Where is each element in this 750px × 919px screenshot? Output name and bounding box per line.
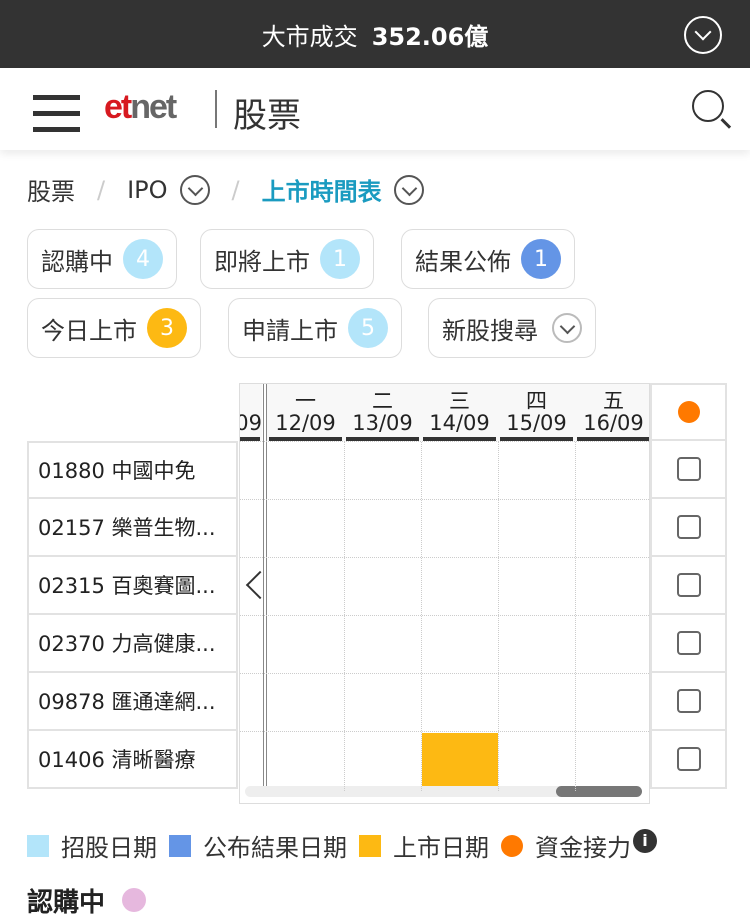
chip-label: 申請上市 — [242, 316, 338, 345]
day-header: 三 14/09 — [421, 384, 498, 441]
chip-listing-today[interactable]: 今日上市 3 — [27, 298, 201, 358]
date-label: 13/09 — [352, 411, 413, 435]
info-icon[interactable]: i — [633, 828, 657, 853]
checkbox-cell — [650, 441, 727, 499]
divider — [215, 90, 217, 128]
chevron-down-icon[interactable] — [179, 174, 210, 205]
count-badge: 3 — [147, 308, 187, 348]
day-header: 一 12/09 — [267, 384, 344, 441]
chip-ipo-search[interactable]: 新股搜尋 — [428, 298, 596, 358]
turnover-value: 352.06億 — [371, 22, 489, 51]
checkbox[interactable] — [676, 747, 701, 771]
breadcrumb-schedule[interactable]: 上市時間表 — [261, 178, 382, 206]
legend-swatch — [359, 834, 381, 857]
stock-row[interactable]: 01880 中國中免 — [27, 441, 238, 499]
checkbox-cell — [650, 615, 727, 673]
turnover-label: 大市成交 — [261, 22, 358, 51]
listing-date-bar[interactable] — [422, 733, 498, 789]
checkbox[interactable] — [676, 631, 701, 655]
checkbox-cell — [650, 499, 727, 557]
chip-results[interactable]: 結果公佈 1 — [401, 229, 575, 289]
weekday-label: 三 — [449, 389, 470, 413]
chip-label: 即將上市 — [214, 247, 310, 276]
subscribing-heading: 認購中 — [27, 888, 106, 918]
scrollbar-thumb[interactable] — [556, 786, 642, 797]
chip-upcoming[interactable]: 即將上市 1 — [200, 229, 374, 289]
count-badge: 1 — [320, 239, 360, 279]
count-badge: 5 — [348, 308, 388, 348]
stock-row[interactable]: 01406 清晰醫療 — [27, 731, 238, 789]
legend-label: 資金接力 — [535, 834, 631, 862]
legend: 招股日期 公布結果日期 上市日期 資金接力 i — [27, 828, 657, 863]
horizontal-scrollbar[interactable] — [245, 786, 642, 797]
checkbox[interactable] — [676, 689, 701, 713]
stock-row[interactable]: 02370 力高健康... — [27, 615, 238, 673]
chip-label: 今日上市 — [41, 316, 137, 345]
stock-row[interactable]: 02315 百奧賽圖... — [27, 557, 238, 615]
grid-line — [575, 384, 576, 791]
checkbox[interactable] — [676, 515, 701, 539]
chip-applying[interactable]: 申請上市 5 — [228, 298, 402, 358]
fund-relay-header — [650, 383, 727, 441]
chip-label: 新股搜尋 — [442, 316, 538, 345]
legend-dot — [501, 834, 523, 857]
chip-label: 結果公佈 — [415, 247, 511, 276]
legend-label: 上市日期 — [393, 834, 489, 862]
date-label: 15/09 — [506, 411, 567, 435]
weekday-label: 四 — [526, 389, 547, 413]
day-header: 二 13/09 — [344, 384, 421, 441]
nav-header: etnet 股票 — [0, 68, 750, 150]
grid-line — [240, 615, 649, 616]
section-title: 股票 — [233, 96, 301, 136]
legend-label: 公布結果日期 — [203, 834, 347, 862]
stock-row[interactable]: 09878 匯通達網... — [27, 673, 238, 731]
weekday-label: 五 — [603, 389, 624, 413]
grid-line — [240, 557, 649, 558]
date-label: 12/09 — [275, 411, 336, 435]
checkbox-cell — [650, 673, 727, 731]
legend-label: 招股日期 — [61, 834, 157, 862]
fund-relay-dot-icon — [677, 401, 700, 423]
menu-icon[interactable] — [33, 95, 80, 143]
count-badge: 4 — [123, 239, 163, 279]
checkbox[interactable] — [676, 457, 701, 481]
count-badge: 1 — [521, 239, 561, 279]
grid-line — [498, 384, 499, 791]
freeze-divider — [263, 384, 267, 791]
day-header: 五 16/09 — [575, 384, 649, 441]
legend-swatch — [27, 834, 49, 857]
date-label: 14/09 — [429, 411, 490, 435]
chevron-down-icon — [552, 313, 582, 343]
prev-date-header: 09 — [240, 384, 262, 441]
legend-swatch — [169, 834, 191, 857]
breadcrumb-ipo[interactable]: IPO — [127, 175, 168, 204]
grid-line — [240, 731, 649, 732]
grid-line — [240, 441, 649, 442]
chevron-down-icon[interactable] — [393, 174, 424, 205]
grid-line — [240, 499, 649, 500]
checkbox-cell — [650, 731, 727, 789]
date-label: 16/09 — [583, 411, 644, 435]
day-header: 四 15/09 — [498, 384, 575, 441]
checkbox-cell — [650, 557, 727, 615]
checkbox[interactable] — [676, 573, 701, 597]
breadcrumb-stocks[interactable]: 股票 — [27, 178, 75, 206]
stock-row[interactable]: 02157 樂普生物... — [27, 499, 238, 557]
grid-line — [421, 384, 422, 791]
grid-line — [240, 673, 649, 674]
etnet-logo[interactable]: etnet — [104, 88, 177, 126]
breadcrumb: 股票 / IPO / 上市時間表 — [27, 172, 424, 207]
grid-line — [344, 384, 345, 791]
chip-label: 認購中 — [41, 247, 113, 276]
expand-chevron-icon[interactable] — [684, 16, 722, 54]
weekday-label: 二 — [372, 389, 393, 413]
subscribing-icon — [122, 888, 146, 912]
market-turnover-bar: 大市成交 352.06億 — [0, 0, 750, 68]
weekday-label: 一 — [295, 389, 316, 413]
stock-list: 01880 中國中免 02157 樂普生物... 02315 百奧賽圖... 0… — [27, 441, 238, 789]
search-icon[interactable] — [692, 90, 724, 122]
chip-subscribing[interactable]: 認購中 4 — [27, 229, 177, 289]
